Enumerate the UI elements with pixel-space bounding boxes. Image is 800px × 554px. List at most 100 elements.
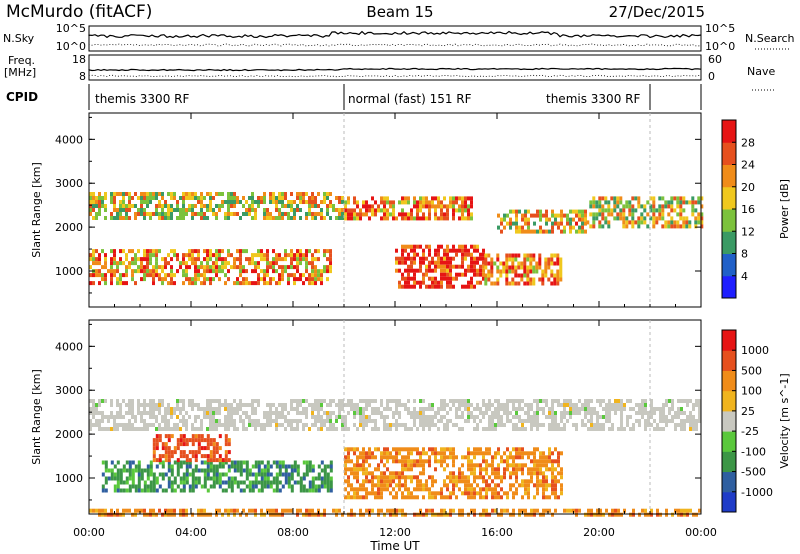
velocity-cell <box>206 446 210 451</box>
power-cell <box>440 280 443 285</box>
power-cell <box>622 204 626 209</box>
velocity-cell <box>368 479 371 484</box>
power-cell <box>449 200 452 205</box>
velocity-cell <box>401 512 404 517</box>
power-cell <box>496 265 500 270</box>
velocity-cell <box>209 450 213 455</box>
velocity-cell <box>389 512 392 517</box>
power-cell <box>314 212 317 216</box>
velocity-cell <box>545 483 548 488</box>
velocity-cell <box>254 411 257 415</box>
power-cell <box>344 200 347 205</box>
velocity-cell <box>386 467 389 472</box>
velocity-cell <box>449 491 452 496</box>
power-cell <box>299 277 302 282</box>
velocity-cell <box>419 459 422 464</box>
power-cell <box>416 208 419 213</box>
power-cell <box>251 253 254 258</box>
velocity-cell <box>89 411 92 415</box>
power-cell <box>484 277 488 282</box>
power-cell <box>248 208 251 212</box>
power-cell <box>263 216 266 220</box>
velocity-cell <box>620 411 623 415</box>
power-cell <box>589 204 593 209</box>
power-cell <box>536 213 539 218</box>
power-cell <box>470 276 473 281</box>
velocity-cell <box>530 508 533 513</box>
power-cell <box>449 284 452 289</box>
power-cell <box>182 200 185 204</box>
velocity-cell <box>239 480 243 485</box>
power-cell <box>365 204 368 209</box>
power-cell <box>221 200 224 204</box>
velocity-cell <box>332 508 335 513</box>
velocity-cell <box>500 415 503 419</box>
power-cell <box>275 253 278 258</box>
power-cell <box>131 261 134 266</box>
velocity-cell <box>500 512 503 517</box>
velocity-cell <box>206 464 210 469</box>
velocity-cell <box>203 407 206 411</box>
velocity-cell <box>530 512 533 517</box>
power-cell <box>670 224 674 229</box>
velocity-cell <box>260 488 264 493</box>
velocity-cell <box>326 403 329 407</box>
power-cell <box>443 276 446 281</box>
power-cell <box>661 208 665 213</box>
power-cell <box>209 196 212 200</box>
power-cell <box>598 208 602 213</box>
power-cell <box>131 277 134 282</box>
velocity-cell <box>167 480 171 485</box>
power-cell <box>446 284 449 289</box>
velocity-cell <box>377 407 380 411</box>
velocity-cell <box>614 399 617 403</box>
power-cell <box>410 248 413 253</box>
power-cell <box>278 265 281 270</box>
velocity-cell <box>494 475 497 480</box>
velocity-cell <box>512 415 515 419</box>
power-cell <box>446 264 449 269</box>
power-cell <box>500 217 503 222</box>
velocity-cell <box>206 476 210 481</box>
velocity-cell <box>512 508 515 513</box>
power-cell <box>676 220 680 225</box>
power-cell <box>110 273 113 278</box>
velocity-cell <box>680 419 683 423</box>
velocity-cell <box>641 508 644 513</box>
power-cell <box>179 216 182 220</box>
velocity-cell <box>389 427 392 431</box>
power-cell <box>523 273 527 278</box>
power-cell <box>431 276 434 281</box>
velocity-cell <box>530 479 533 484</box>
velocity-cell <box>185 419 188 423</box>
velocity-cell <box>620 415 623 419</box>
velocity-cell <box>218 458 222 463</box>
power-cell <box>203 196 206 200</box>
velocity-cell <box>188 438 192 443</box>
velocity-cell <box>431 451 434 456</box>
velocity-cell <box>239 488 243 493</box>
velocity-cell <box>368 399 371 403</box>
power-cell <box>227 249 230 254</box>
power-cell <box>185 196 188 200</box>
velocity-cell <box>698 415 701 419</box>
velocity-cell <box>638 423 641 427</box>
velocity-cell <box>446 455 449 460</box>
power-cell <box>380 196 383 201</box>
power-cell <box>257 273 260 278</box>
power-cell <box>167 281 170 286</box>
velocity-cell <box>473 415 476 419</box>
velocity-cell <box>458 487 461 492</box>
velocity-cell <box>422 467 425 472</box>
power-cell <box>203 257 206 262</box>
nave-bottom-tick: 0 <box>708 70 715 83</box>
power-cell <box>581 225 584 230</box>
velocity-cell <box>515 451 518 456</box>
velocity-cell <box>491 427 494 431</box>
velocity-cell <box>479 467 482 472</box>
power-cell <box>161 277 164 282</box>
power-cell <box>452 276 455 281</box>
power-cell <box>595 204 599 209</box>
power-cell <box>257 265 260 270</box>
velocity-cell <box>485 459 488 464</box>
